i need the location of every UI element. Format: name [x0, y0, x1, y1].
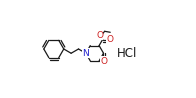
- Text: O: O: [100, 57, 107, 66]
- Text: O: O: [107, 35, 114, 44]
- Text: N: N: [83, 49, 89, 58]
- Text: HCl: HCl: [117, 47, 138, 60]
- Text: O: O: [96, 31, 103, 40]
